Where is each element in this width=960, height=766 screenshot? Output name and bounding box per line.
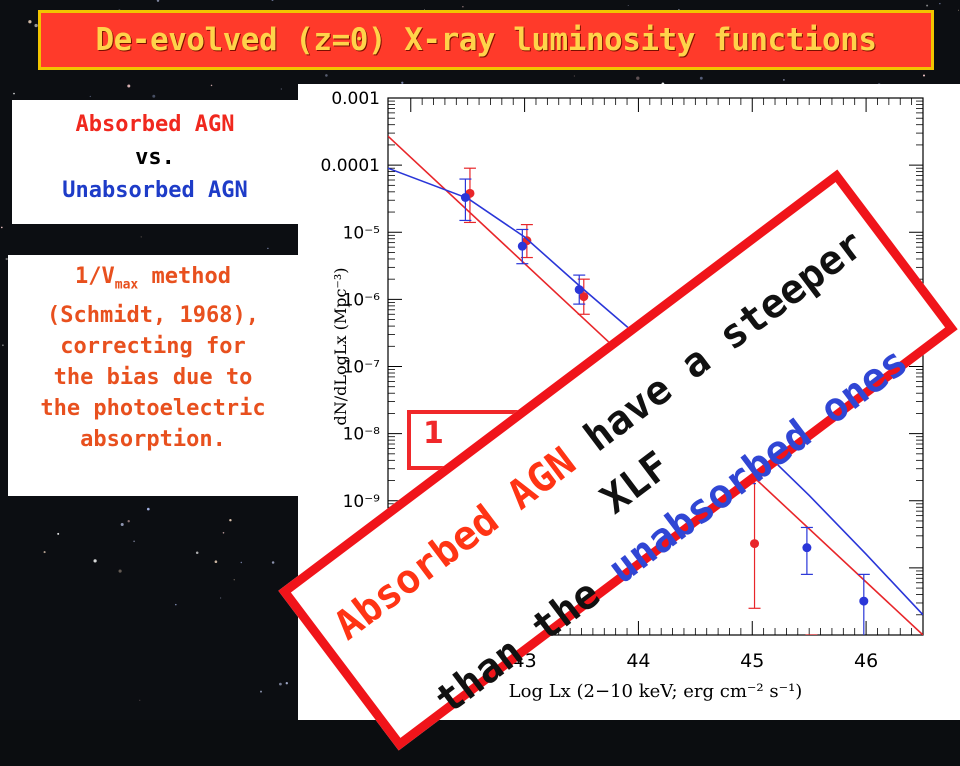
absorbed-agn-data-point — [750, 539, 760, 549]
star — [57, 532, 60, 535]
star — [13, 92, 15, 95]
method-line-1: 1/Vmax method — [75, 264, 231, 293]
star — [699, 76, 703, 80]
star — [28, 20, 32, 24]
star — [267, 247, 269, 250]
star — [133, 540, 135, 543]
star — [926, 4, 929, 7]
unabsorbed-agn-data-point — [517, 241, 527, 251]
star — [175, 603, 177, 606]
unabsorbed-agn-label: Unabsorbed AGN — [62, 178, 248, 203]
y-tick-label: 10⁻⁷ — [343, 358, 381, 378]
star — [271, 0, 274, 1]
star — [285, 682, 288, 685]
star — [152, 94, 156, 98]
star — [229, 518, 232, 522]
absorbed-agn-label: Absorbed AGN — [75, 112, 235, 137]
vs-label: vs. — [135, 145, 175, 170]
star — [783, 79, 785, 81]
star — [401, 81, 404, 84]
unabsorbed-agn-data-point — [802, 543, 812, 553]
star — [146, 507, 150, 511]
method-line-2: (Schmidt, 1968), — [47, 303, 259, 329]
star — [922, 74, 926, 77]
y-tick-label: 10⁻⁹ — [343, 492, 381, 512]
star — [260, 690, 262, 693]
star — [279, 682, 282, 686]
star — [210, 84, 213, 87]
method-line-3: correcting for — [60, 334, 246, 360]
y-tick-label: 0.001 — [331, 89, 380, 109]
star — [219, 597, 222, 599]
comparison-box: Absorbed AGN vs. Unabsorbed AGN — [12, 100, 298, 224]
star — [120, 522, 124, 527]
star — [0, 226, 3, 229]
star — [118, 569, 122, 573]
star — [573, 75, 575, 77]
star — [89, 95, 91, 97]
x-tick-label: 45 — [740, 650, 764, 672]
star — [140, 236, 142, 238]
unabsorbed-agn-data-point — [460, 192, 470, 202]
star — [636, 76, 640, 80]
star — [93, 559, 97, 563]
slide-title: De-evolved (z=0) X-ray luminosity functi… — [95, 22, 877, 58]
star — [34, 23, 38, 28]
absorbed-nh-text: 1 — [423, 416, 444, 451]
absorbed-agn-data-point — [807, 657, 816, 666]
y-tick-label: 0.0001 — [321, 156, 380, 176]
star — [222, 532, 225, 534]
y-tick-label: 10⁻⁸ — [343, 425, 381, 445]
star — [195, 551, 199, 555]
y-tick-label: 10⁻⁵ — [343, 223, 380, 243]
star — [127, 84, 131, 88]
title-banner: De-evolved (z=0) X-ray luminosity functi… — [38, 10, 934, 70]
method-box: 1/Vmax method (Schmidt, 1968), correctin… — [8, 255, 298, 496]
star — [325, 74, 328, 77]
unabsorbed-agn-data-point — [859, 596, 869, 606]
method-line-6: absorption. — [80, 427, 226, 453]
star — [139, 699, 141, 701]
star — [214, 560, 218, 563]
x-axis-title: Log Lx (2−10 keV; erg cm⁻² s⁻¹) — [509, 681, 803, 702]
method-line-4: the bias due to — [53, 365, 253, 391]
star — [156, 0, 160, 2]
star — [939, 3, 941, 5]
method-line-5: the photoelectric — [40, 396, 266, 422]
star — [627, 5, 629, 7]
unabsorbed-agn-data-point — [574, 285, 584, 295]
star — [462, 6, 464, 8]
star — [127, 520, 130, 523]
star — [280, 88, 282, 90]
star — [43, 551, 46, 554]
y-tick-label: 10⁻⁶ — [343, 290, 381, 310]
y-axis-title: dN/dLogLx (Mpc⁻³) — [331, 267, 350, 425]
star — [958, 9, 960, 11]
absorbed-agn-data-point — [579, 292, 589, 302]
star — [271, 561, 275, 564]
star — [233, 579, 235, 581]
star — [240, 561, 243, 564]
star — [5, 257, 8, 261]
x-tick-label: 44 — [626, 650, 650, 672]
star — [2, 344, 4, 347]
x-tick-label: 46 — [854, 650, 878, 672]
